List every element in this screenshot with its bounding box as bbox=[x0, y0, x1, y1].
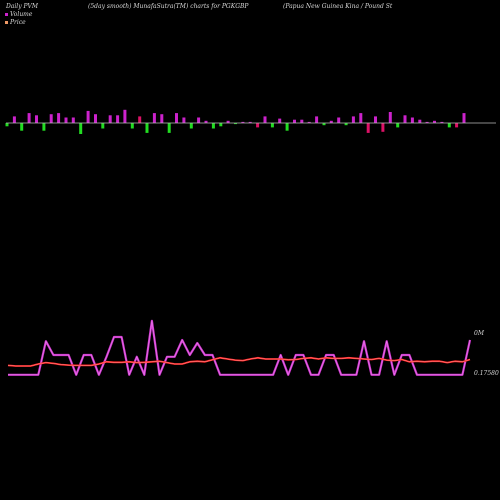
volume-bars bbox=[5, 109, 466, 134]
volume-bar bbox=[86, 110, 90, 123]
volume-bar bbox=[152, 113, 156, 123]
volume-bar bbox=[256, 123, 260, 128]
volume-bar bbox=[167, 123, 171, 133]
volume-bar bbox=[293, 119, 296, 123]
instrument-name: (Papua New Guinea Kina / Pound St bbox=[283, 3, 393, 10]
volume-bar bbox=[285, 123, 289, 131]
volume-bar bbox=[418, 119, 422, 123]
volume-bar bbox=[204, 120, 208, 123]
volume-bar bbox=[79, 123, 83, 134]
volume-bar bbox=[42, 123, 46, 131]
y-label-price: 0.17580 bbox=[474, 370, 499, 377]
y-label-volume: 0M bbox=[474, 330, 485, 337]
volume-bar bbox=[234, 123, 237, 125]
chart-title: (5day smooth) MunafaSutra(TM) charts for… bbox=[88, 3, 249, 10]
volume-bar bbox=[219, 123, 223, 127]
volume-bar bbox=[182, 117, 186, 123]
volume-bar bbox=[440, 121, 444, 123]
volume-bar bbox=[138, 116, 142, 123]
volume-bar bbox=[433, 120, 436, 123]
volume-bar bbox=[403, 115, 407, 123]
volume-line-highlight bbox=[8, 320, 471, 376]
price-volume-lines bbox=[7, 319, 472, 376]
volume-bar bbox=[108, 115, 112, 123]
volume-bar bbox=[189, 123, 193, 129]
legend-volume: Volume bbox=[5, 11, 32, 18]
volume-bar bbox=[123, 109, 127, 123]
volume-bar bbox=[462, 113, 466, 123]
volume-bar bbox=[270, 123, 274, 128]
volume-bar bbox=[35, 115, 38, 123]
volume-bar bbox=[116, 115, 120, 123]
volume-bar bbox=[366, 123, 370, 133]
volume-bar bbox=[101, 123, 105, 129]
volume-bar bbox=[396, 123, 400, 128]
volume-bar bbox=[455, 123, 459, 128]
volume-bar bbox=[57, 113, 61, 123]
volume-bar bbox=[71, 117, 75, 123]
price-line-highlight bbox=[7, 357, 471, 367]
price-line bbox=[7, 356, 471, 367]
volume-line bbox=[8, 319, 472, 376]
volume-bar bbox=[64, 117, 68, 123]
volume-bar bbox=[344, 123, 348, 126]
volume-bar bbox=[381, 123, 385, 132]
volume-bar bbox=[425, 121, 429, 123]
volume-bar bbox=[5, 123, 9, 127]
legend-volume-label: Volume bbox=[10, 11, 33, 18]
volume-bar bbox=[27, 113, 31, 123]
volume-bar bbox=[49, 114, 53, 123]
legend-price: Price bbox=[5, 19, 26, 26]
volume-bar bbox=[351, 116, 355, 123]
volume-bar bbox=[263, 116, 267, 123]
volume-bar bbox=[197, 117, 201, 123]
legend-price-swatch bbox=[5, 21, 8, 24]
volume-bar bbox=[388, 112, 392, 123]
volume-bar bbox=[329, 120, 333, 123]
legend-volume-swatch bbox=[5, 13, 8, 16]
volume-bar bbox=[160, 114, 164, 123]
legend-price-label: Price bbox=[10, 19, 26, 26]
volume-bar bbox=[248, 121, 252, 123]
volume-bar bbox=[359, 113, 363, 123]
volume-bar bbox=[410, 117, 414, 123]
volume-bar bbox=[307, 121, 311, 123]
chart-type-label: Daily PVM bbox=[6, 3, 39, 10]
volume-bar bbox=[211, 123, 215, 129]
volume-bar bbox=[175, 113, 178, 123]
volume-bar bbox=[278, 118, 282, 123]
volume-bar bbox=[12, 116, 16, 123]
volume-bar bbox=[322, 123, 326, 126]
volume-bar bbox=[315, 116, 319, 123]
volume-bar bbox=[374, 116, 377, 123]
volume-bar bbox=[130, 123, 134, 129]
volume-bar bbox=[145, 123, 149, 133]
volume-bar bbox=[20, 123, 24, 131]
volume-bar bbox=[241, 121, 245, 123]
volume-bar bbox=[337, 117, 341, 123]
volume-bar bbox=[447, 123, 451, 128]
volume-bar bbox=[226, 120, 230, 123]
volume-bar bbox=[300, 119, 304, 123]
volume-bar bbox=[94, 114, 97, 123]
